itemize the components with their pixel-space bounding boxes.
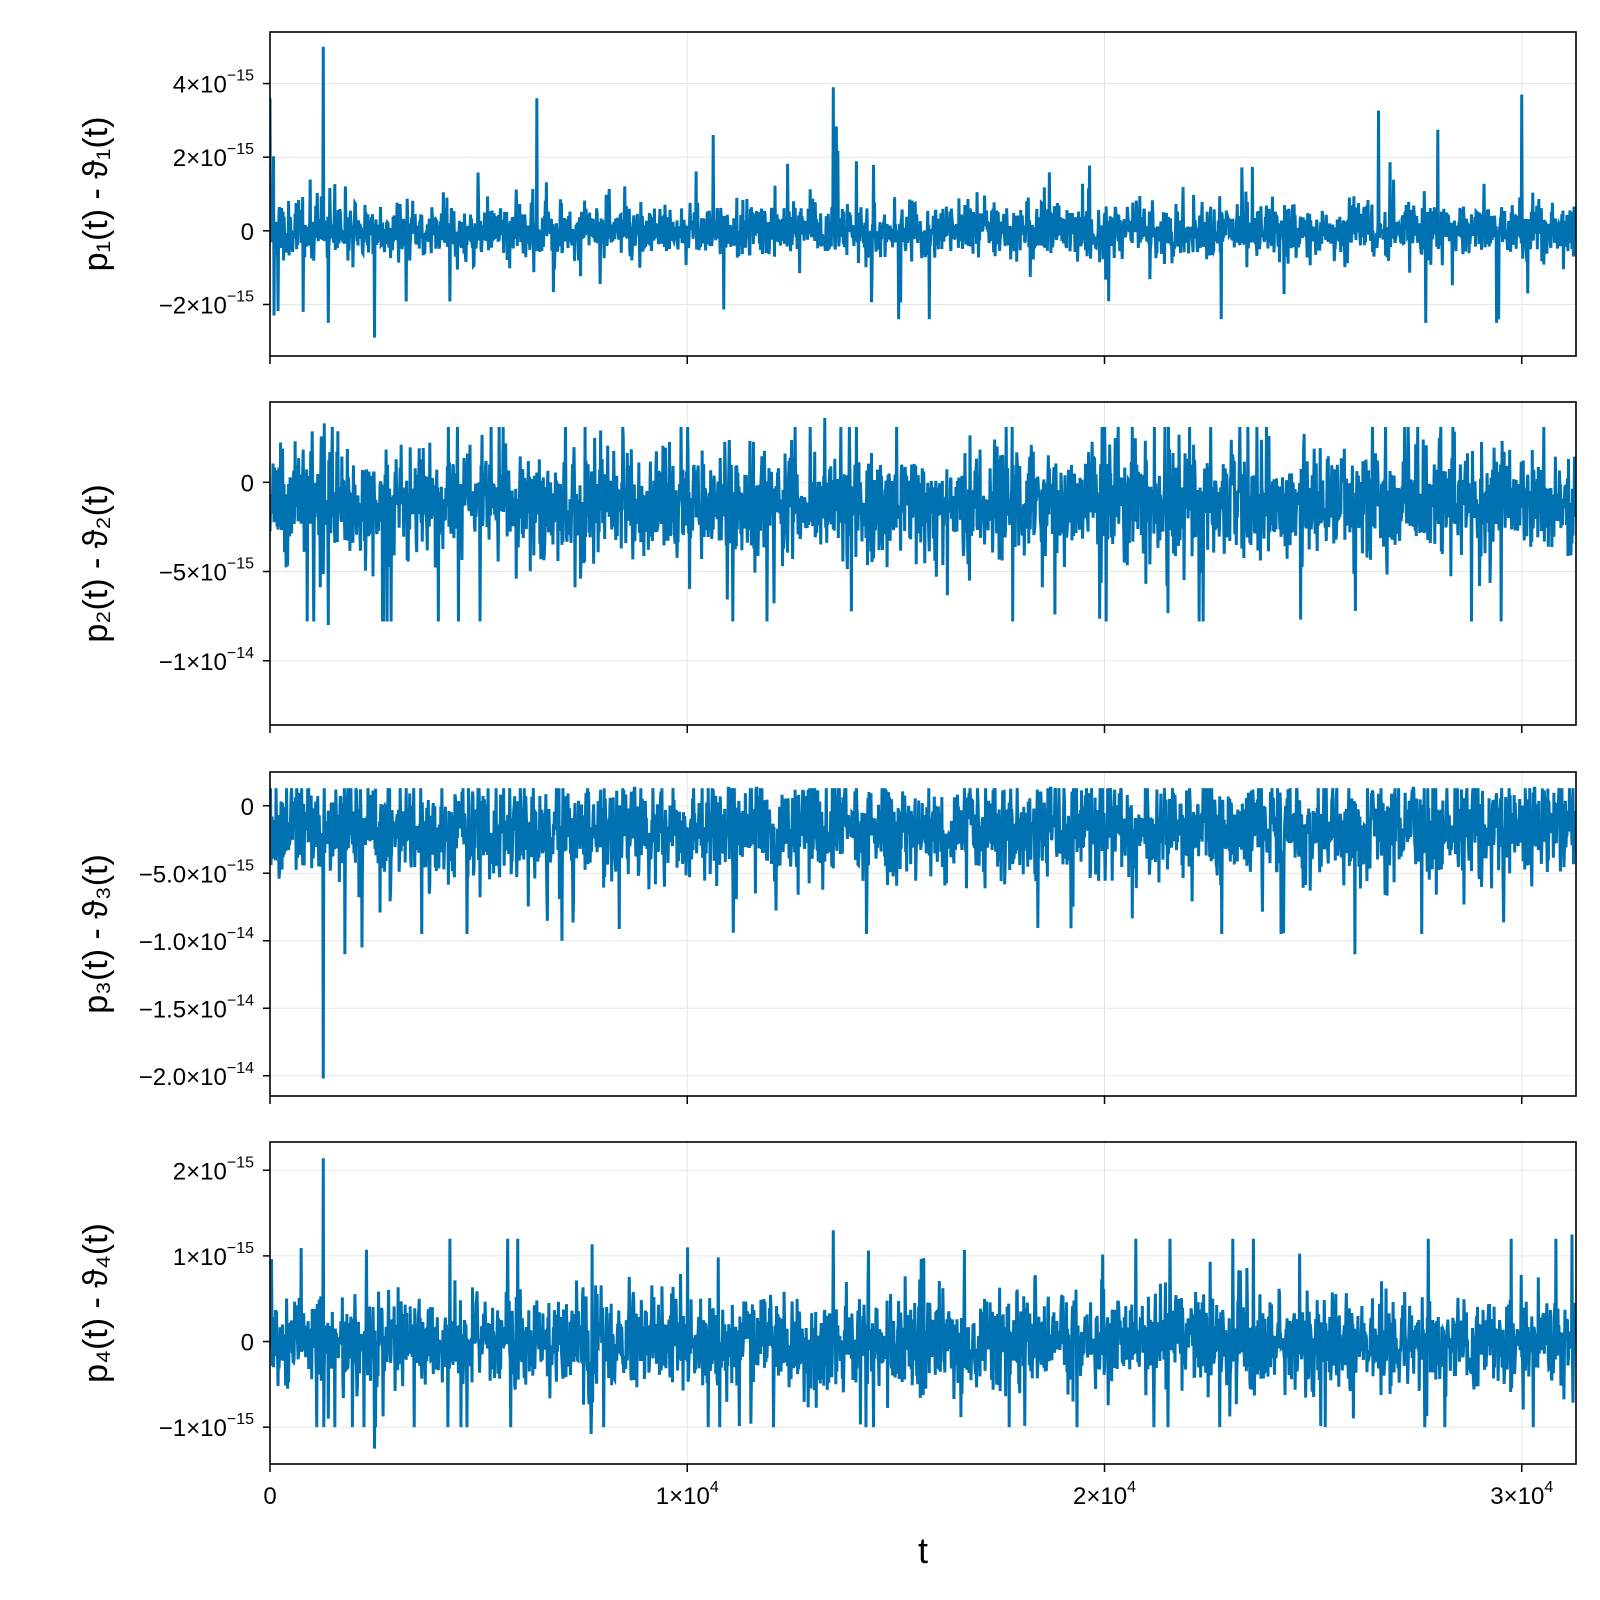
y-tick-label: 1×10−15 — [173, 1240, 254, 1271]
y-tick-label: 0 — [241, 470, 254, 497]
y-tick-label: −2×10−15 — [159, 288, 254, 319]
series-line — [270, 418, 1576, 626]
plot-frame — [269, 31, 1577, 357]
x-tick-label: 0 — [263, 1483, 276, 1510]
y-tick-label: −1.0×10−14 — [139, 925, 254, 956]
y-tick-label: −5×10−15 — [159, 556, 254, 587]
y-tick-label: 0 — [241, 794, 254, 821]
y-tick-label: −5.0×10−15 — [139, 857, 254, 888]
series-line — [270, 786, 1576, 1079]
y-tick-label: −1.5×10−14 — [139, 992, 254, 1023]
y-axis-label: p₃(t) - ϑ₃(t) — [77, 854, 115, 1014]
x-axis-label: t — [918, 1530, 928, 1571]
y-axis-label: p₄(t) - ϑ₄(t) — [77, 1223, 115, 1383]
plot-frame — [269, 401, 1577, 726]
plot-frame — [269, 771, 1577, 1097]
panel-1: 4×10−15 2×10−15 0 −2×10−15 p₁(t) - ϑ₁(t) — [77, 31, 1577, 364]
panel-2: 0 −5×10−15 −1×10−14 p₂(t) - ϑ₂(t) — [77, 401, 1577, 733]
y-tick-label: 0 — [241, 219, 254, 246]
series-line — [270, 1158, 1576, 1449]
y-tick-label: −1×10−15 — [159, 1411, 254, 1442]
y-tick-label: 2×10−15 — [173, 141, 254, 172]
panel-4: 2×10−15 1×10−15 0 −1×10−15 p₄(t) - ϑ₄(t) 0 1×1… — [77, 1141, 1577, 1571]
series-line — [270, 46, 1576, 338]
panel-3: 0 −5.0×10−15 −1.0×10−14 −1.5×10−14 −2.0×10−1… — [77, 771, 1577, 1104]
plot-frame — [269, 1141, 1577, 1465]
y-tick-label: −2.0×10−14 — [139, 1060, 254, 1091]
y-tick-label: 2×10−15 — [173, 1154, 254, 1185]
x-tick-label: 3×104 — [1490, 1479, 1553, 1510]
y-tick-label: 4×10−15 — [173, 68, 254, 99]
y-tick-label: −1×10−14 — [159, 645, 254, 676]
y-axis-label: p₂(t) - ϑ₂(t) — [77, 484, 115, 642]
y-axis-label: p₁(t) - ϑ₁(t) — [77, 117, 115, 272]
y-tick-label: 0 — [241, 1330, 254, 1357]
x-tick-label: 1×104 — [656, 1479, 719, 1510]
x-tick-label: 2×104 — [1073, 1479, 1136, 1510]
